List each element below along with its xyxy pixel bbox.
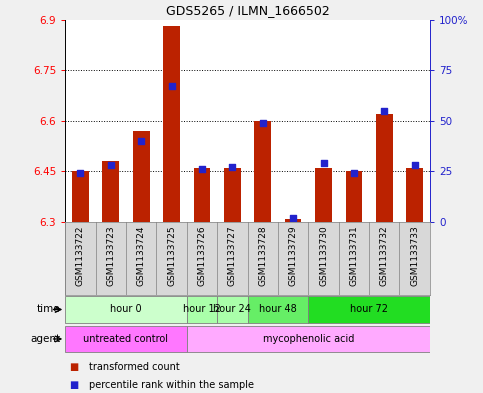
- Point: [289, 215, 297, 221]
- Bar: [133, 131, 150, 222]
- Text: time: time: [37, 305, 60, 314]
- Point: [168, 83, 175, 90]
- Bar: [217, 296, 248, 323]
- Bar: [224, 168, 241, 222]
- Bar: [65, 326, 187, 352]
- Point: [198, 166, 206, 173]
- Text: GSM1133725: GSM1133725: [167, 226, 176, 286]
- Bar: [102, 161, 119, 222]
- Text: GSM1133722: GSM1133722: [76, 226, 85, 286]
- Text: hour 48: hour 48: [259, 305, 297, 314]
- Title: GDS5265 / ILMN_1666502: GDS5265 / ILMN_1666502: [166, 4, 329, 17]
- Text: GSM1133724: GSM1133724: [137, 226, 146, 286]
- Bar: [187, 296, 217, 323]
- Bar: [72, 171, 89, 222]
- Text: percentile rank within the sample: percentile rank within the sample: [89, 380, 255, 390]
- Bar: [406, 168, 423, 222]
- Text: hour 0: hour 0: [110, 305, 142, 314]
- Text: ■: ■: [70, 380, 83, 390]
- Point: [350, 170, 358, 176]
- Text: hour 24: hour 24: [213, 305, 251, 314]
- Text: GSM1133728: GSM1133728: [258, 226, 267, 286]
- Text: untreated control: untreated control: [84, 334, 169, 344]
- Point: [137, 138, 145, 144]
- Text: mycophenolic acid: mycophenolic acid: [263, 334, 354, 344]
- Bar: [345, 171, 362, 222]
- Text: GSM1133733: GSM1133733: [410, 226, 419, 286]
- Bar: [308, 296, 430, 323]
- Text: ■: ■: [70, 362, 83, 373]
- Text: GSM1133732: GSM1133732: [380, 226, 389, 286]
- Text: hour 12: hour 12: [183, 305, 221, 314]
- Text: GSM1133731: GSM1133731: [349, 226, 358, 286]
- Text: transformed count: transformed count: [89, 362, 180, 373]
- Text: hour 72: hour 72: [350, 305, 388, 314]
- Point: [381, 108, 388, 114]
- Bar: [248, 296, 308, 323]
- Point: [259, 120, 267, 126]
- Point: [411, 162, 419, 169]
- Point: [107, 162, 114, 169]
- Bar: [65, 296, 187, 323]
- Text: GSM1133727: GSM1133727: [228, 226, 237, 286]
- Bar: [194, 168, 210, 222]
- Point: [76, 170, 84, 176]
- Bar: [255, 121, 271, 222]
- Point: [228, 164, 236, 171]
- Bar: [285, 219, 301, 222]
- Bar: [187, 326, 430, 352]
- Point: [320, 160, 327, 167]
- Text: GSM1133723: GSM1133723: [106, 226, 115, 286]
- Text: agent: agent: [30, 334, 60, 344]
- Text: GSM1133730: GSM1133730: [319, 226, 328, 286]
- Text: GSM1133726: GSM1133726: [198, 226, 206, 286]
- Bar: [315, 168, 332, 222]
- Bar: [376, 114, 393, 222]
- Text: GSM1133729: GSM1133729: [289, 226, 298, 286]
- Bar: [163, 26, 180, 222]
